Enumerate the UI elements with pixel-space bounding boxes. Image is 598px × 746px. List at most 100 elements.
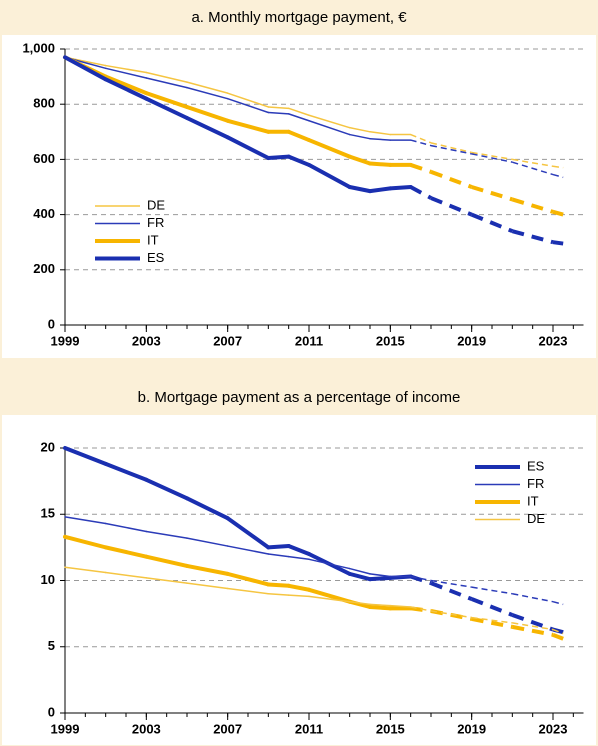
x-tick-label: 2003 — [132, 333, 161, 348]
x-tick-label: 2015 — [376, 333, 405, 348]
line-segment — [347, 154, 372, 166]
line-segment — [63, 534, 108, 550]
line-segment — [512, 158, 554, 168]
line-segment — [369, 137, 392, 141]
line-segment — [308, 114, 351, 129]
x-tick-label: 2007 — [213, 721, 242, 736]
line-segment — [410, 606, 432, 612]
line-segment — [185, 563, 230, 576]
line-segment — [348, 567, 371, 575]
line-segment — [430, 581, 473, 601]
line-segment — [471, 586, 513, 595]
line-segment — [511, 613, 554, 632]
line-segment — [348, 126, 371, 133]
line-segment — [226, 97, 270, 114]
line-segment — [145, 577, 188, 584]
y-tick-label: 20 — [41, 439, 55, 454]
line-segment — [186, 81, 229, 94]
line-segment — [512, 593, 554, 603]
line-segment — [225, 118, 271, 134]
legend-label: FR — [527, 476, 544, 491]
line-segment — [369, 573, 392, 578]
line-segment — [368, 575, 393, 582]
line-segment — [511, 197, 554, 214]
line-segment — [225, 516, 271, 550]
line-segment — [308, 558, 351, 570]
line-segment — [470, 597, 514, 617]
line-segment — [552, 240, 564, 246]
line-segment — [308, 595, 351, 603]
line-segment — [430, 144, 472, 155]
line-segment — [552, 173, 564, 179]
line-segment — [286, 544, 311, 556]
line-segment — [369, 603, 392, 607]
line-segment — [104, 67, 148, 79]
x-tick-label: 2003 — [132, 721, 161, 736]
line-segment — [470, 212, 514, 234]
line-segment — [307, 587, 352, 604]
line-segment — [511, 229, 554, 245]
line-segment — [185, 496, 230, 521]
x-tick-label: 2011 — [295, 721, 323, 736]
line-segment — [552, 600, 564, 606]
line-segment — [410, 163, 432, 174]
x-tick-label: 2015 — [376, 721, 405, 736]
line-segment — [186, 537, 229, 547]
line-segment — [552, 165, 564, 169]
line-segment — [286, 154, 311, 167]
line-segment — [266, 154, 291, 161]
line-segment — [226, 545, 270, 555]
y-tick-label: 1,000 — [22, 40, 55, 55]
line-segment — [267, 553, 290, 558]
y-tick-label: 5 — [48, 638, 55, 653]
y-tick-label: 10 — [41, 572, 55, 587]
line-segment — [186, 86, 229, 100]
line-segment — [348, 600, 371, 606]
legend-label: ES — [147, 250, 165, 265]
line-segment — [430, 579, 472, 588]
line-segment — [388, 185, 413, 191]
line-segment — [145, 71, 188, 83]
line-segment — [471, 616, 513, 629]
line-segment — [410, 133, 432, 144]
line-segment — [266, 544, 291, 550]
line-segment — [471, 616, 513, 624]
line-segment — [512, 161, 554, 176]
chart-title: a. Monthly mortgage payment, € — [191, 9, 407, 26]
line-segment — [226, 587, 270, 595]
line-segment — [144, 91, 189, 109]
x-tick-label: 2007 — [213, 333, 242, 348]
y-tick-label: 0 — [48, 704, 55, 719]
line-segment — [308, 120, 351, 136]
line-segment — [286, 129, 311, 143]
line-segment — [430, 610, 472, 619]
line-segment — [369, 131, 392, 136]
line-segment — [430, 169, 473, 189]
line-segment — [64, 516, 107, 525]
line-segment — [287, 113, 310, 122]
line-segment — [410, 139, 432, 147]
legend-label: ES — [527, 458, 545, 473]
line-segment — [185, 104, 230, 123]
legend-label: DE — [147, 197, 165, 212]
x-tick-label: 1999 — [51, 721, 80, 736]
line-segment — [63, 55, 108, 82]
line-segment — [471, 185, 513, 202]
line-segment — [287, 594, 310, 598]
line-segment — [471, 153, 513, 163]
y-tick-label: 0 — [48, 316, 55, 331]
x-tick-label: 2019 — [457, 721, 486, 736]
line-segment — [471, 151, 513, 161]
line-segment — [409, 185, 432, 200]
y-tick-label: 15 — [41, 506, 55, 521]
x-tick-label: 2023 — [539, 721, 568, 736]
line-segment — [267, 111, 290, 115]
line-segment — [430, 142, 472, 154]
line-segment — [511, 624, 554, 637]
line-segment — [104, 522, 148, 533]
line-segment — [144, 554, 189, 568]
legend-label: IT — [527, 493, 539, 508]
line-segment — [144, 477, 189, 501]
line-segment — [347, 185, 372, 194]
